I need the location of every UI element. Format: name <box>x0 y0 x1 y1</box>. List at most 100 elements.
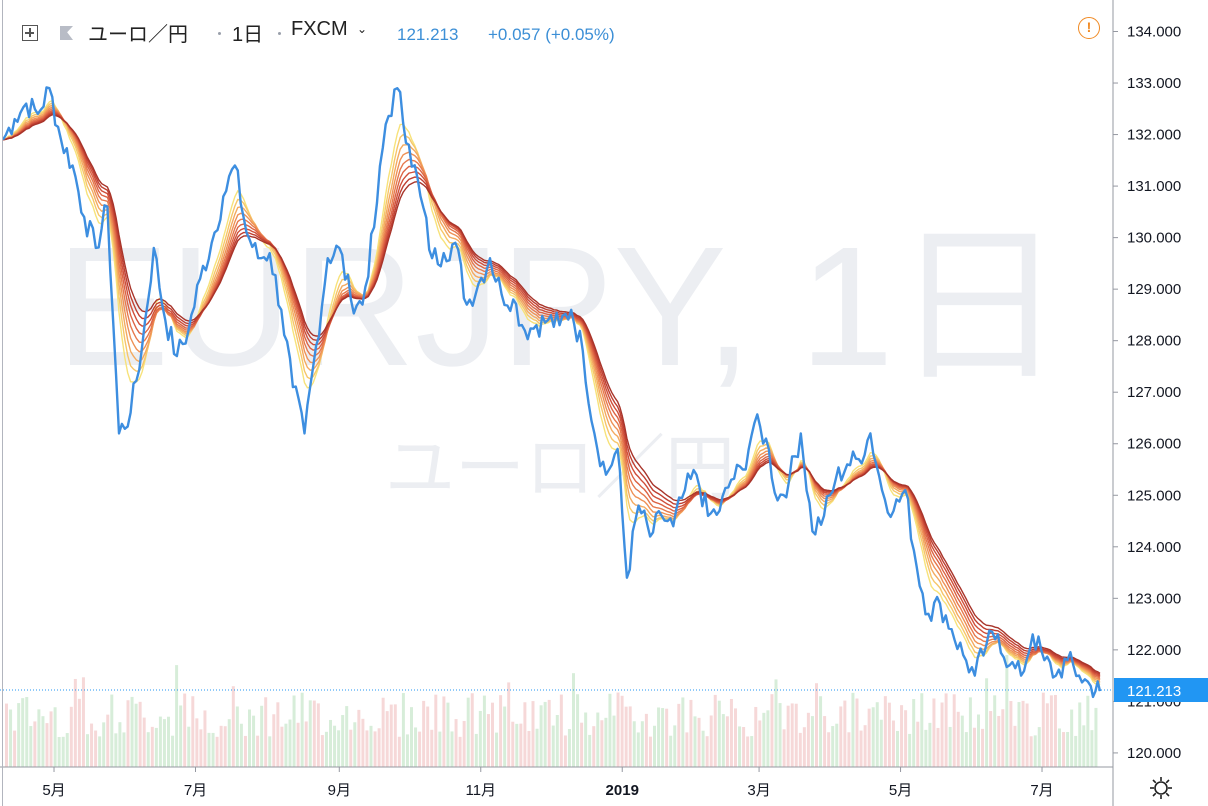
x-tick-label: 7月 <box>1030 782 1053 799</box>
volume-bar <box>9 709 13 767</box>
volume-bar <box>98 736 102 767</box>
volume-bar <box>179 705 183 767</box>
volume-bar <box>341 715 345 767</box>
y-tick-label: 132.000 <box>1127 127 1181 144</box>
volume-bar <box>709 715 713 767</box>
volume-bar <box>721 714 725 767</box>
add-symbol-icon[interactable] <box>22 25 38 41</box>
volume-bar <box>154 727 158 767</box>
volume-bar <box>162 719 166 767</box>
flag-icon[interactable] <box>60 26 73 40</box>
volume-bar <box>815 683 818 767</box>
volume-bar <box>851 692 855 767</box>
settings-gear-icon[interactable] <box>1148 775 1174 801</box>
volume-bar <box>503 706 507 767</box>
volume-bar <box>1094 707 1098 767</box>
volume-bar <box>580 722 584 767</box>
volume-bar <box>786 705 790 767</box>
volume-bar <box>960 715 964 767</box>
y-tick-label: 129.000 <box>1127 281 1181 298</box>
volume-bar <box>312 700 316 767</box>
volume-bar <box>685 732 689 767</box>
volume-bar <box>535 728 539 767</box>
volume-bar <box>466 697 470 767</box>
volume-bar <box>478 710 482 767</box>
volume-bar <box>280 726 284 767</box>
volume-bar <box>1017 702 1021 767</box>
volume-bar <box>653 725 656 767</box>
volume-bar <box>778 703 782 767</box>
volume-bar <box>843 700 847 767</box>
volume-bar <box>329 719 332 767</box>
volume-bar <box>806 712 810 767</box>
volume-bar <box>17 703 21 767</box>
volume-bar <box>292 695 296 767</box>
volume-bar <box>555 715 559 767</box>
volume-bar <box>231 686 235 767</box>
volume-bar <box>199 729 203 767</box>
volume-bar <box>462 720 466 767</box>
volume-bar <box>794 703 798 767</box>
volume-bar <box>118 722 122 767</box>
volume-bar <box>106 714 110 767</box>
volume-bar <box>102 722 106 767</box>
y-tick-label: 130.000 <box>1127 230 1181 247</box>
time-axis[interactable]: 5月 7月 9月 11月 2019 3月 5月 7月 <box>42 767 1054 799</box>
volume-bar <box>782 729 786 767</box>
volume-bar <box>964 732 968 767</box>
volume-bar <box>235 706 239 767</box>
volume-bar <box>738 726 742 767</box>
interval-label[interactable]: 1日 <box>232 24 264 46</box>
volume-bar <box>863 725 867 767</box>
last-price-value: 121.213 <box>1127 683 1181 700</box>
volume-bar <box>507 682 511 767</box>
volume-bar <box>369 725 373 767</box>
price-axis[interactable]: 120.000121.000122.000123.000124.000125.0… <box>1113 24 1181 762</box>
volume-bar <box>928 722 932 767</box>
volume-bar <box>53 707 57 767</box>
volume-bar <box>750 736 754 767</box>
last-price-label: 121.213 <box>1114 678 1208 702</box>
exchange-label[interactable]: FXCM <box>291 18 348 40</box>
volume-bar <box>531 701 535 767</box>
volume-bar <box>158 716 162 767</box>
volume-bar <box>839 706 843 767</box>
warning-icon[interactable]: ! <box>1078 17 1100 39</box>
y-tick-label: 134.000 <box>1127 24 1181 41</box>
volume-bar <box>596 712 600 767</box>
volume-bar <box>474 733 478 767</box>
volume-bar <box>717 700 721 767</box>
volume-bar <box>762 712 766 767</box>
volume-bar <box>365 730 369 767</box>
volume-bar <box>401 693 405 767</box>
y-tick-label: 122.000 <box>1127 642 1181 659</box>
volume-bar <box>94 730 98 767</box>
volume-bar <box>1058 728 1061 767</box>
volume-bar <box>847 732 851 767</box>
volume-bar <box>223 726 227 767</box>
price-change: +0.057 (+0.05%) <box>488 25 615 44</box>
volume-bar <box>207 732 211 767</box>
volume-bar <box>766 710 770 767</box>
volume-bar <box>458 736 462 767</box>
volume-bar <box>211 732 215 767</box>
separator-dot <box>278 32 281 35</box>
volume-bar <box>867 708 871 767</box>
volume-bar <box>551 725 555 767</box>
volume-bar <box>499 695 503 767</box>
volume-bar <box>45 723 49 767</box>
volume-bar <box>746 736 750 767</box>
volume-bar <box>114 733 118 767</box>
volume-bar <box>912 699 916 767</box>
volume-bar <box>576 694 580 767</box>
volume-bar <box>1082 725 1086 767</box>
volume-bar <box>122 732 126 767</box>
chevron-down-icon[interactable]: ⌄ <box>357 22 368 36</box>
volume-bar <box>936 727 940 767</box>
volume-bar <box>300 692 304 767</box>
y-tick-label: 125.000 <box>1127 487 1181 504</box>
volume-bar <box>183 693 187 767</box>
symbol-name[interactable]: ユーロ／円 <box>88 24 188 46</box>
volume-bar <box>1053 694 1057 767</box>
